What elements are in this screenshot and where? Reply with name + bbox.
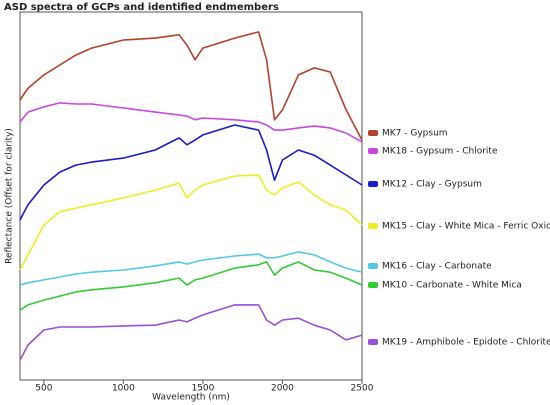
x-tick-label: 2500	[351, 384, 374, 394]
legend-label: MK16 - Clay - Carbonate	[382, 262, 492, 272]
x-tick-label: 2000	[271, 384, 294, 394]
spectrum-line	[19, 31, 363, 141]
legend-swatch	[368, 181, 378, 187]
legend-swatch	[368, 339, 378, 345]
legend-label: MK15 - Clay - White Mica - Ferric Oxides	[382, 222, 550, 232]
x-tick-label: 1500	[191, 384, 214, 394]
x-tick-label: 1000	[112, 384, 135, 394]
legend-label: MK10 - Carbonate - White Mica	[382, 281, 522, 291]
x-tick-label: 500	[35, 384, 52, 394]
spectrum-line	[19, 304, 363, 361]
chart-title: ASD spectra of GCPs and identified endme…	[4, 2, 279, 13]
spectrum-line	[19, 261, 363, 311]
legend-label: MK18 - Gypsum - Chlorite	[382, 147, 498, 157]
y-axis-label: Reflectance (Offset for clarity)	[5, 128, 15, 264]
legend-swatch	[368, 263, 378, 269]
legend-label: MK7 - Gypsum	[382, 129, 448, 139]
legend-swatch	[368, 223, 378, 229]
legend-swatch	[368, 130, 378, 136]
legend-swatch	[368, 282, 378, 288]
plot-frame	[19, 11, 363, 381]
spectrum-line	[19, 174, 363, 271]
spectrum-line	[19, 102, 363, 143]
spectrum-line	[19, 251, 363, 286]
spectrum-line	[19, 124, 363, 221]
x-axis-label: Wavelength (nm)	[152, 393, 230, 403]
legend-swatch	[368, 148, 378, 154]
legend-label: MK12 - Clay - Gypsum	[382, 180, 482, 190]
legend-label: MK19 - Amphibole - Epidote - Chlorite	[382, 338, 550, 348]
